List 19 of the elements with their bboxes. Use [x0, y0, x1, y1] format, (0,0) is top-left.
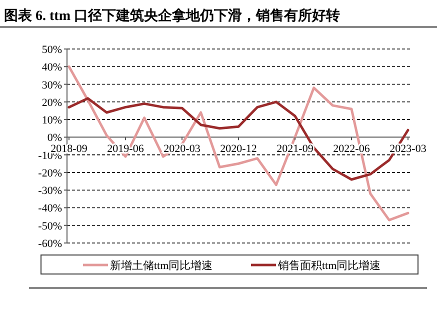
x-tick-label: 2022-06: [333, 143, 370, 156]
y-tick-label: 50%: [42, 44, 62, 56]
y-tick-label: -60%: [38, 238, 62, 250]
legend-label: 销售面积ttm同比增速: [277, 259, 381, 272]
y-tick-label: -50%: [38, 220, 62, 232]
y-tick-label: 20%: [42, 96, 62, 109]
x-tick-label: 2021-09: [276, 143, 314, 156]
y-tick-label: 10%: [42, 114, 62, 127]
x-tick-label: 2020-12: [220, 143, 257, 156]
legend-label: 新增土储ttm同比增速: [110, 259, 213, 272]
y-tick-label: -30%: [38, 185, 62, 198]
y-tick-label: 40%: [42, 62, 62, 74]
y-tick-label: 0%: [47, 132, 62, 144]
y-tick-label: -40%: [38, 202, 62, 215]
y-tick-label: -20%: [38, 167, 62, 180]
y-tick-label: 30%: [42, 79, 62, 92]
chart-title: 图表 6. ttm 口径下建筑央企拿地仍下滑，销售有所好转: [4, 8, 340, 24]
x-tick-label: 2019-06: [107, 143, 144, 156]
x-tick-label: 2020-03: [164, 143, 201, 156]
